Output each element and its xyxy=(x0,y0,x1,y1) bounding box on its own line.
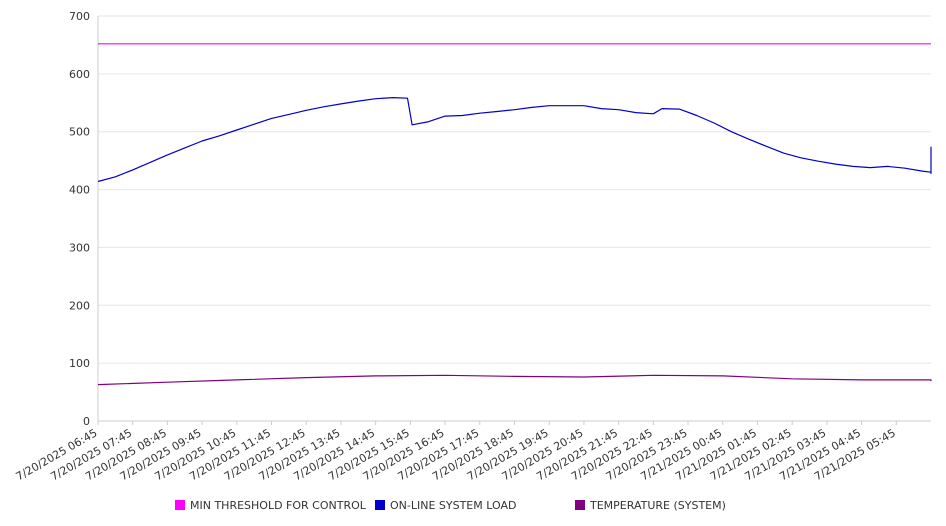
series-lines xyxy=(97,43,932,386)
y-tick-label: 500 xyxy=(69,126,90,139)
y-tick-label: 400 xyxy=(69,184,90,197)
legend-label: TEMPERATURE (SYSTEM) xyxy=(589,499,726,512)
y-tick-label: 0 xyxy=(83,415,90,428)
legend-swatch xyxy=(175,500,185,510)
legend-swatch xyxy=(575,500,585,510)
legend: MIN THRESHOLD FOR CONTROL ON-LINE SYSTEM … xyxy=(175,499,726,512)
y-tick-label: 100 xyxy=(69,357,90,370)
grid xyxy=(98,15,931,422)
series-line-2 xyxy=(97,374,932,386)
y-tick-label: 600 xyxy=(69,68,90,81)
legend-label: MIN THRESHOLD FOR CONTROL xyxy=(190,499,367,512)
y-tick-label: 200 xyxy=(69,299,90,312)
y-tick-label: 300 xyxy=(69,241,90,254)
legend-label: ON-LINE SYSTEM LOAD xyxy=(390,499,516,512)
y-tick-label: 700 xyxy=(69,10,90,23)
series-line-1 xyxy=(97,96,932,183)
legend-swatch xyxy=(375,500,385,510)
